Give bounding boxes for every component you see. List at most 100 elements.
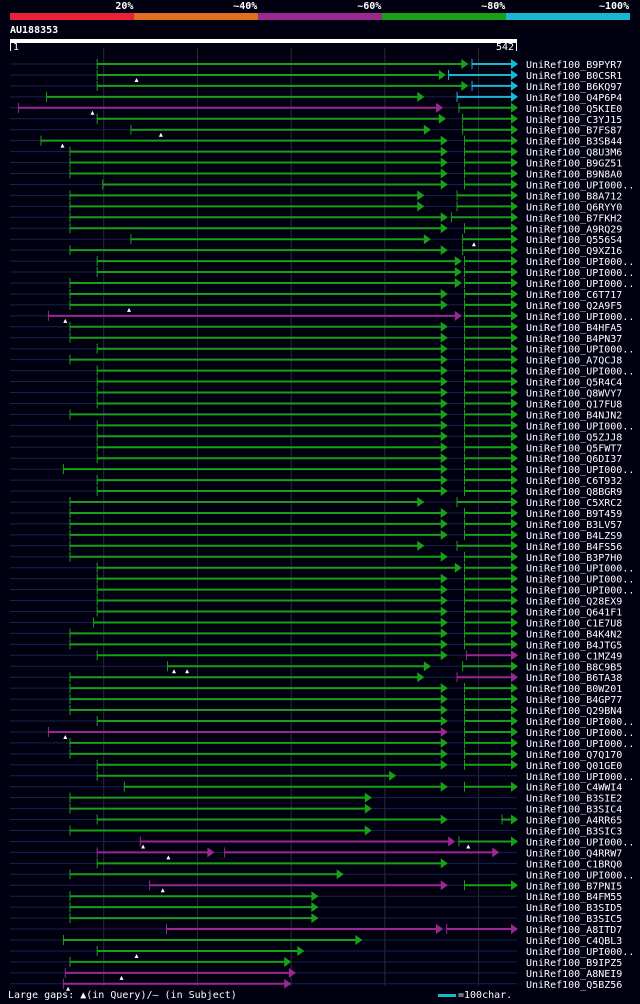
segment-end-arrow bbox=[440, 595, 448, 606]
segment-end-arrow bbox=[511, 584, 518, 595]
segment-end-arrow bbox=[440, 387, 448, 398]
hit-label: UniRef100_A7QCJ8 bbox=[526, 356, 622, 367]
hit-label: UniRef100_Q5R4C4 bbox=[526, 378, 622, 389]
legend-color-4 bbox=[506, 13, 630, 20]
segment-end-arrow bbox=[511, 880, 518, 891]
segment-end-arrow bbox=[454, 278, 462, 288]
hit-label: UniRef100_B4PN37 bbox=[526, 334, 622, 345]
query-gap-marker bbox=[172, 669, 177, 674]
segment-end-arrow bbox=[511, 628, 518, 639]
hit-label: UniRef100_A8NEI9 bbox=[526, 969, 622, 980]
hit-label: UniRef100_UPI000.. bbox=[526, 268, 634, 279]
segment-end-arrow bbox=[511, 245, 518, 256]
hit-label: UniRef100_Q28EX9 bbox=[526, 597, 622, 608]
hit-label: UniRef100_C5XRC2 bbox=[526, 498, 622, 509]
segment-end-arrow bbox=[440, 376, 448, 387]
hit-label: UniRef100_UPI000.. bbox=[526, 586, 634, 597]
query-gap-marker bbox=[158, 132, 163, 137]
segment-end-arrow bbox=[511, 365, 518, 376]
query-gap-marker bbox=[471, 242, 476, 247]
hit-label: UniRef100_C6T717 bbox=[526, 290, 622, 301]
hit-label: UniRef100_B0W201 bbox=[526, 684, 622, 695]
segment-end-arrow bbox=[511, 518, 518, 529]
segment-end-arrow bbox=[440, 551, 448, 562]
segment-end-arrow bbox=[511, 146, 518, 157]
segment-end-arrow bbox=[511, 321, 518, 332]
query-gap-marker bbox=[134, 953, 139, 958]
hit-label: UniRef100_B9IPZ5 bbox=[526, 958, 622, 969]
segment-end-arrow bbox=[440, 288, 448, 299]
segment-end-arrow bbox=[511, 540, 518, 551]
segment-end-arrow bbox=[511, 256, 518, 267]
segment-end-arrow bbox=[440, 858, 448, 869]
segment-end-arrow bbox=[436, 102, 444, 113]
segment-end-arrow bbox=[364, 792, 372, 803]
hit-label: UniRef100_C1E7U8 bbox=[526, 618, 622, 629]
segment-end-arrow bbox=[511, 124, 518, 135]
segment-end-arrow bbox=[297, 945, 305, 956]
hit-label: UniRef100_UPI000.. bbox=[526, 421, 634, 432]
hit-label: UniRef100_Q6RYY0 bbox=[526, 202, 622, 213]
segment-end-arrow bbox=[440, 431, 448, 442]
hit-label: UniRef100_Q5ZJJ8 bbox=[526, 432, 622, 443]
segment-end-arrow bbox=[511, 157, 518, 168]
segment-end-arrow bbox=[511, 595, 518, 606]
segment-end-arrow bbox=[511, 781, 518, 792]
segment-end-arrow bbox=[440, 529, 448, 540]
segment-end-arrow bbox=[511, 507, 518, 518]
hit-label: UniRef100_UPI000.. bbox=[526, 180, 634, 191]
hit-label: UniRef100_B3SIC3 bbox=[526, 827, 622, 838]
identity-legend: 20% ~40% ~60% ~80% ~100% bbox=[0, 0, 640, 24]
segment-end-arrow bbox=[511, 486, 518, 497]
segment-end-arrow bbox=[311, 902, 319, 913]
hit-label: UniRef100_UPI000.. bbox=[526, 312, 634, 323]
legend-label-4: ~100% bbox=[599, 1, 630, 12]
segment-end-arrow bbox=[355, 935, 363, 945]
segment-end-arrow bbox=[440, 299, 448, 310]
scale-label: =100char. bbox=[458, 990, 513, 1001]
hit-label: UniRef100_B3SIC5 bbox=[526, 914, 622, 925]
segment-end-arrow bbox=[511, 190, 518, 201]
segment-end-arrow bbox=[511, 179, 518, 190]
hit-label: UniRef100_Q2A9F5 bbox=[526, 301, 622, 312]
segment-end-arrow bbox=[511, 267, 518, 278]
segment-end-arrow bbox=[511, 278, 518, 288]
hit-label: UniRef100_Q5FWT7 bbox=[526, 443, 622, 454]
segment-end-arrow bbox=[440, 464, 448, 475]
hit-label: UniRef100_B4LZS9 bbox=[526, 531, 622, 542]
hit-label: UniRef100_B9PYR7 bbox=[526, 60, 622, 71]
segment-end-arrow bbox=[511, 201, 518, 212]
segment-end-arrow bbox=[436, 924, 444, 935]
hit-label: UniRef100_B6KQ97 bbox=[526, 82, 622, 93]
segment-end-arrow bbox=[448, 836, 456, 847]
segment-end-arrow bbox=[440, 354, 448, 365]
hit-label: UniRef100_UPI000.. bbox=[526, 837, 634, 848]
hit-label: UniRef100_Q8U3M6 bbox=[526, 148, 622, 159]
segment-end-arrow bbox=[511, 529, 518, 540]
segment-end-arrow bbox=[440, 212, 448, 223]
segment-end-arrow bbox=[440, 343, 448, 354]
segment-end-arrow bbox=[440, 321, 448, 332]
segment-end-arrow bbox=[511, 617, 518, 628]
segment-end-arrow bbox=[440, 683, 448, 694]
segment-end-arrow bbox=[207, 847, 215, 858]
segment-end-arrow bbox=[511, 759, 518, 770]
segment-end-arrow bbox=[511, 705, 518, 716]
query-gap-marker bbox=[127, 307, 132, 312]
hit-label: UniRef100_B4HFA5 bbox=[526, 323, 622, 334]
segment-end-arrow bbox=[288, 967, 296, 978]
segment-end-arrow bbox=[440, 332, 448, 343]
hit-label: UniRef100_B9N8A0 bbox=[526, 170, 622, 181]
segment-end-arrow bbox=[511, 113, 518, 124]
segment-end-arrow bbox=[423, 661, 431, 672]
query-gap-marker bbox=[90, 110, 95, 115]
segment-end-arrow bbox=[440, 135, 448, 146]
segment-end-arrow bbox=[440, 453, 448, 464]
segment-end-arrow bbox=[511, 650, 518, 661]
hit-label: UniRef100_B9T459 bbox=[526, 509, 622, 520]
segment-end-arrow bbox=[511, 748, 518, 759]
hit-label: UniRef100_B4FM55 bbox=[526, 892, 622, 903]
hit-label: UniRef100_B8C9B5 bbox=[526, 662, 622, 673]
segment-end-arrow bbox=[440, 573, 448, 584]
